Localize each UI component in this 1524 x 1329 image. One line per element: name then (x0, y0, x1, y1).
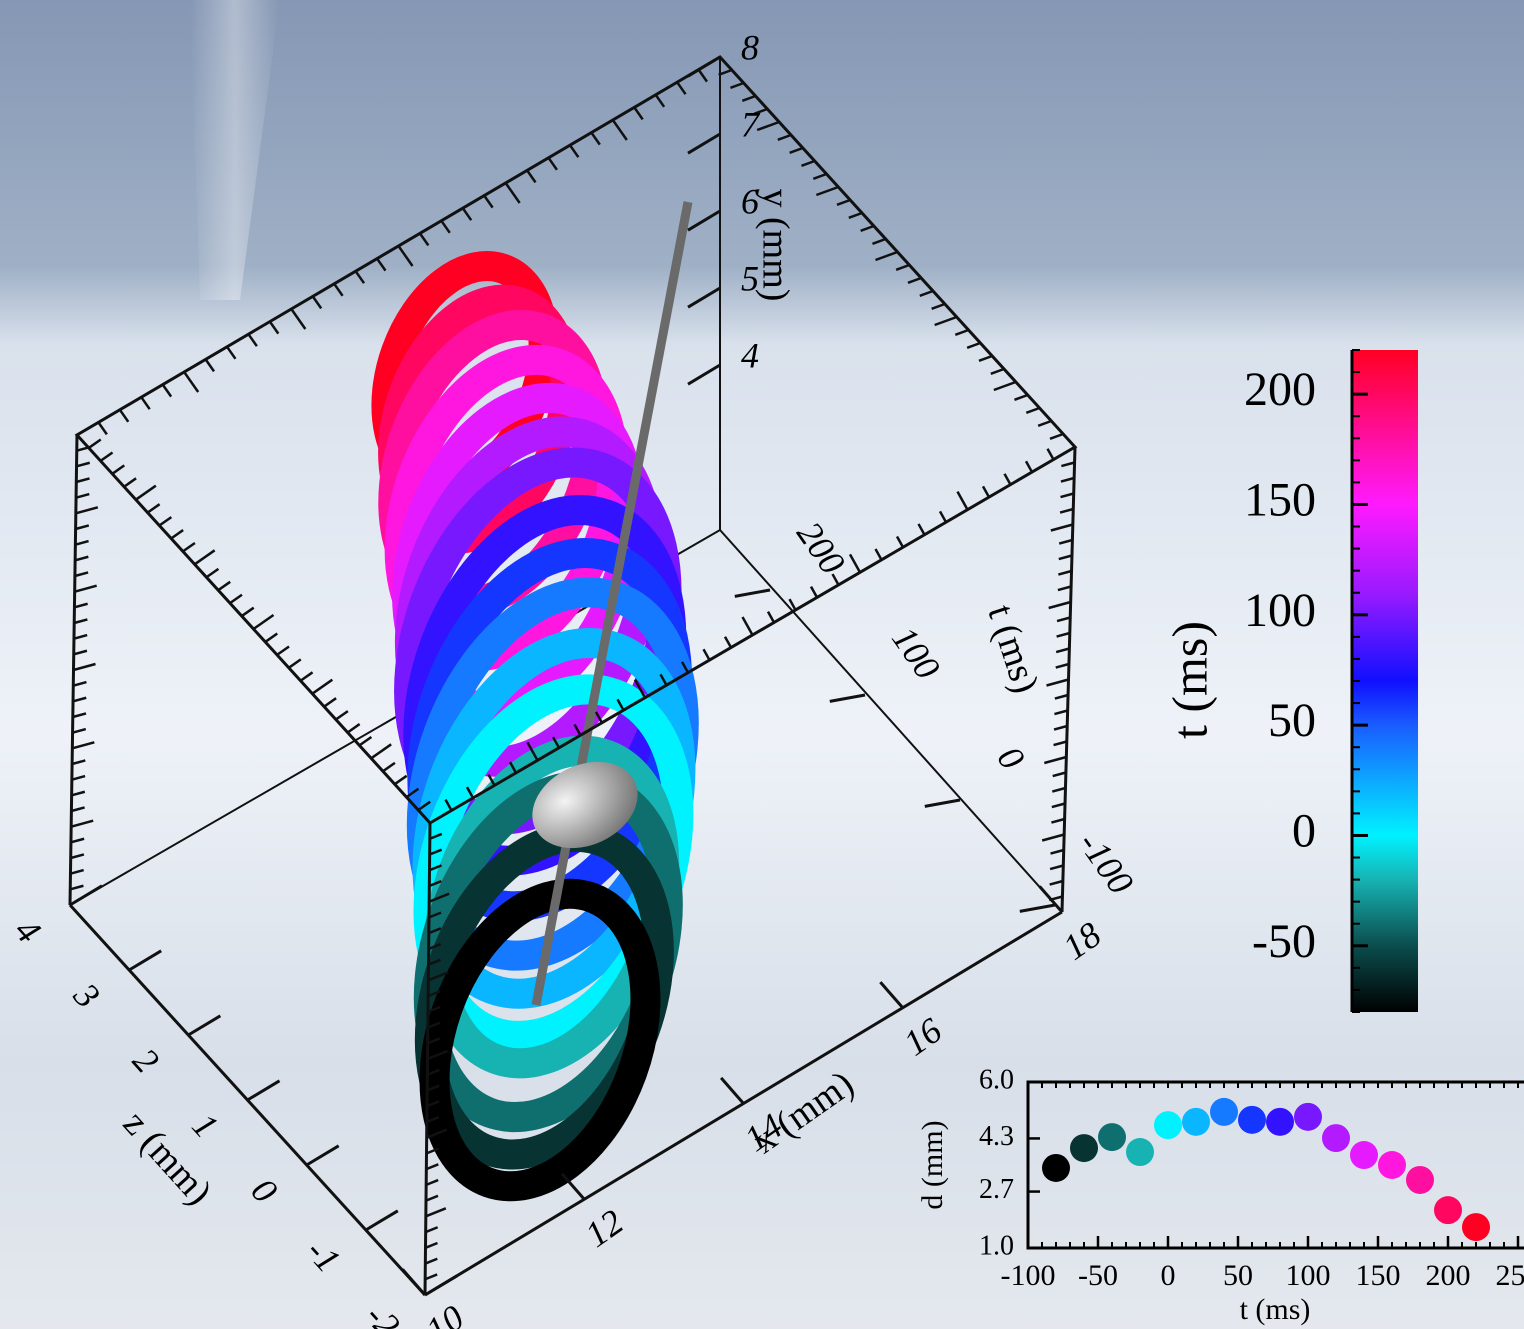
y-tick-label: 2.7 (979, 1174, 1014, 1205)
x-tick-label: -100 (1001, 1259, 1056, 1292)
data-point (1322, 1124, 1350, 1152)
data-point (1126, 1138, 1154, 1166)
y-tick-label: 6.0 (979, 1064, 1014, 1095)
colorbar-tick-label: -50 (1252, 915, 1316, 968)
colorbar-label: t (ms) (1161, 621, 1217, 739)
data-point (1266, 1108, 1294, 1136)
y-tick-label: 8 (741, 27, 759, 67)
x-tick-label: 0 (1161, 1259, 1176, 1292)
data-point (1182, 1108, 1210, 1136)
colorbar-tick-label: 50 (1268, 694, 1316, 747)
x-tick-label: 50 (1223, 1259, 1253, 1292)
y-tick-label: 7 (741, 104, 761, 144)
colorbar-scale (1352, 350, 1418, 1012)
data-point (1098, 1123, 1126, 1151)
data-point (1350, 1141, 1378, 1169)
x-axis-label: t (ms) (1240, 1293, 1311, 1326)
colorbar-tick-label: 100 (1244, 584, 1316, 637)
colorbar-tick-label: 0 (1292, 804, 1316, 857)
data-point (1294, 1103, 1322, 1131)
y-tick-label: 4.3 (979, 1121, 1014, 1152)
data-point (1042, 1154, 1070, 1182)
figure: 1012141618x (mm)-2-101234z (mm)45678y (m… (0, 0, 1524, 1329)
data-point (1238, 1106, 1266, 1134)
x-tick-label: 250 (1496, 1259, 1524, 1292)
y-tick-label: 4 (741, 335, 759, 375)
data-point (1154, 1111, 1182, 1139)
data-point (1406, 1166, 1434, 1194)
data-point (1210, 1098, 1238, 1126)
colorbar-tick-label: 200 (1244, 363, 1316, 416)
data-point (1434, 1196, 1462, 1224)
x-tick-label: 150 (1356, 1259, 1401, 1292)
y-axis-label: d (mm) (916, 1120, 949, 1209)
x-tick-label: 100 (1286, 1259, 1331, 1292)
x-tick-label: -50 (1078, 1259, 1118, 1292)
data-point (1378, 1151, 1406, 1179)
x-tick-label: 200 (1426, 1259, 1471, 1292)
y-tick-label: 1.0 (979, 1230, 1014, 1261)
page: 1012141618x (mm)-2-101234z (mm)45678y (m… (0, 0, 1524, 1329)
data-point (1462, 1213, 1490, 1241)
y-axis-label: y (mm) (754, 189, 796, 302)
data-point (1070, 1134, 1098, 1162)
colorbar-tick-label: 150 (1244, 473, 1316, 526)
